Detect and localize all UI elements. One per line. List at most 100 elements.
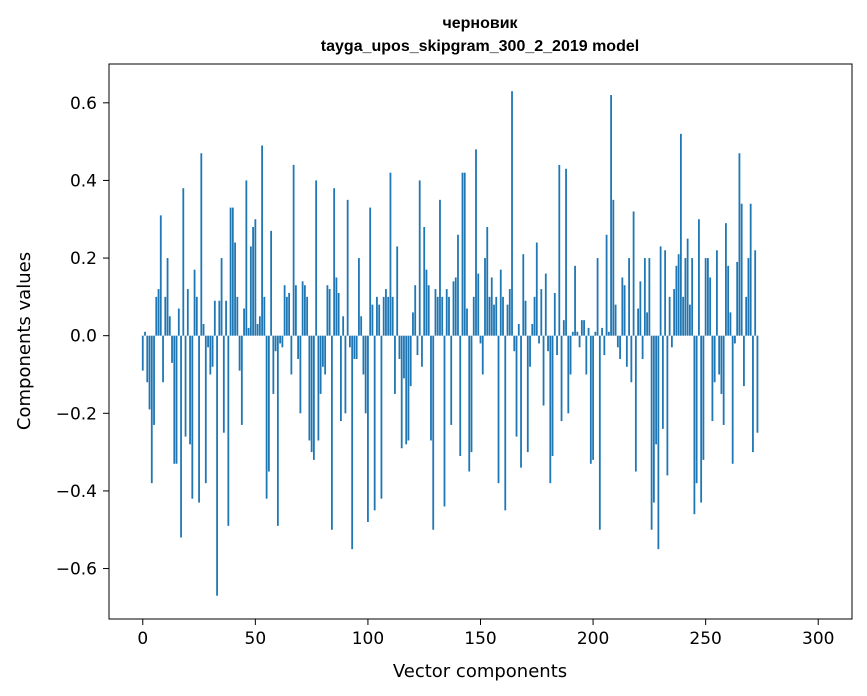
bar — [632, 211, 635, 336]
bar — [162, 335, 164, 383]
bar — [511, 91, 513, 336]
bar — [454, 277, 457, 336]
bar — [216, 335, 218, 596]
bar — [664, 250, 667, 336]
bar — [261, 145, 263, 336]
bar — [448, 296, 450, 336]
bar — [283, 285, 286, 336]
bar — [535, 242, 538, 336]
bar — [605, 234, 608, 336]
bar — [607, 331, 610, 336]
bar — [594, 331, 597, 336]
y-axis: −0.6 −0.4 −0.2 0.0 0.2 0.4 0.6 — [56, 94, 109, 580]
bar — [207, 335, 209, 348]
x-axis-label: Vector components — [393, 661, 567, 682]
bar — [646, 312, 649, 336]
bar — [513, 335, 516, 352]
bar — [441, 296, 444, 336]
bar — [263, 296, 266, 336]
bar — [243, 308, 245, 336]
bar — [549, 335, 552, 484]
bar — [459, 335, 462, 456]
bar — [432, 335, 435, 530]
bar — [502, 296, 504, 336]
bar — [146, 335, 149, 383]
bar — [344, 335, 347, 414]
bar — [254, 219, 257, 336]
bar — [688, 304, 691, 336]
bar — [718, 335, 721, 375]
bar — [475, 149, 477, 336]
bar — [258, 316, 261, 336]
bar — [198, 335, 200, 503]
bar — [186, 289, 189, 336]
bar — [544, 273, 547, 336]
bar — [731, 335, 734, 464]
bar — [245, 180, 248, 336]
bar — [716, 250, 718, 336]
bar — [373, 335, 376, 511]
y-tick-label: 0.0 — [70, 327, 97, 347]
bar — [481, 335, 484, 375]
bar — [403, 335, 405, 379]
bar — [193, 269, 196, 336]
bar — [745, 296, 748, 336]
bar — [331, 335, 333, 530]
bar — [583, 320, 585, 336]
bar — [430, 335, 432, 441]
bar — [648, 258, 651, 336]
bar — [720, 335, 723, 394]
bar — [725, 223, 727, 336]
bar — [220, 258, 223, 336]
bar — [382, 296, 385, 336]
bar — [355, 335, 358, 359]
x-tick-label: 300 — [802, 629, 834, 649]
bar — [477, 273, 480, 336]
bar — [211, 335, 214, 367]
bar — [526, 335, 529, 453]
bar — [711, 335, 714, 422]
bar — [144, 331, 146, 336]
bar — [333, 188, 336, 336]
bar — [184, 335, 187, 437]
bar — [423, 227, 426, 336]
bar — [236, 296, 239, 336]
bar — [195, 296, 198, 336]
bar — [218, 300, 221, 336]
bar — [603, 335, 606, 356]
bar — [240, 335, 243, 425]
bar — [222, 335, 225, 433]
bar — [204, 335, 207, 484]
bar — [229, 207, 232, 336]
bar — [376, 296, 378, 336]
bar — [394, 335, 396, 394]
bar — [340, 335, 342, 422]
bar — [677, 254, 680, 336]
bar — [299, 335, 302, 414]
bar — [168, 316, 171, 336]
bar — [571, 331, 574, 336]
bar — [637, 308, 640, 336]
bar — [562, 320, 565, 336]
bar — [601, 327, 603, 336]
x-tick-label: 50 — [245, 629, 267, 649]
bar — [704, 258, 707, 336]
bar — [310, 335, 313, 453]
bar — [504, 335, 507, 511]
bar — [378, 304, 381, 336]
y-axis-label: Components values — [14, 252, 35, 430]
bar — [182, 188, 185, 336]
bar — [729, 312, 732, 336]
bar — [279, 335, 282, 344]
bar — [538, 335, 540, 344]
bar — [249, 246, 252, 336]
bar — [360, 316, 363, 336]
bar — [520, 335, 522, 468]
bar — [294, 285, 297, 336]
bar — [490, 277, 493, 336]
bar — [452, 281, 455, 336]
bar — [227, 335, 230, 526]
bar — [189, 335, 191, 445]
bar — [202, 324, 205, 336]
bar — [693, 335, 696, 515]
